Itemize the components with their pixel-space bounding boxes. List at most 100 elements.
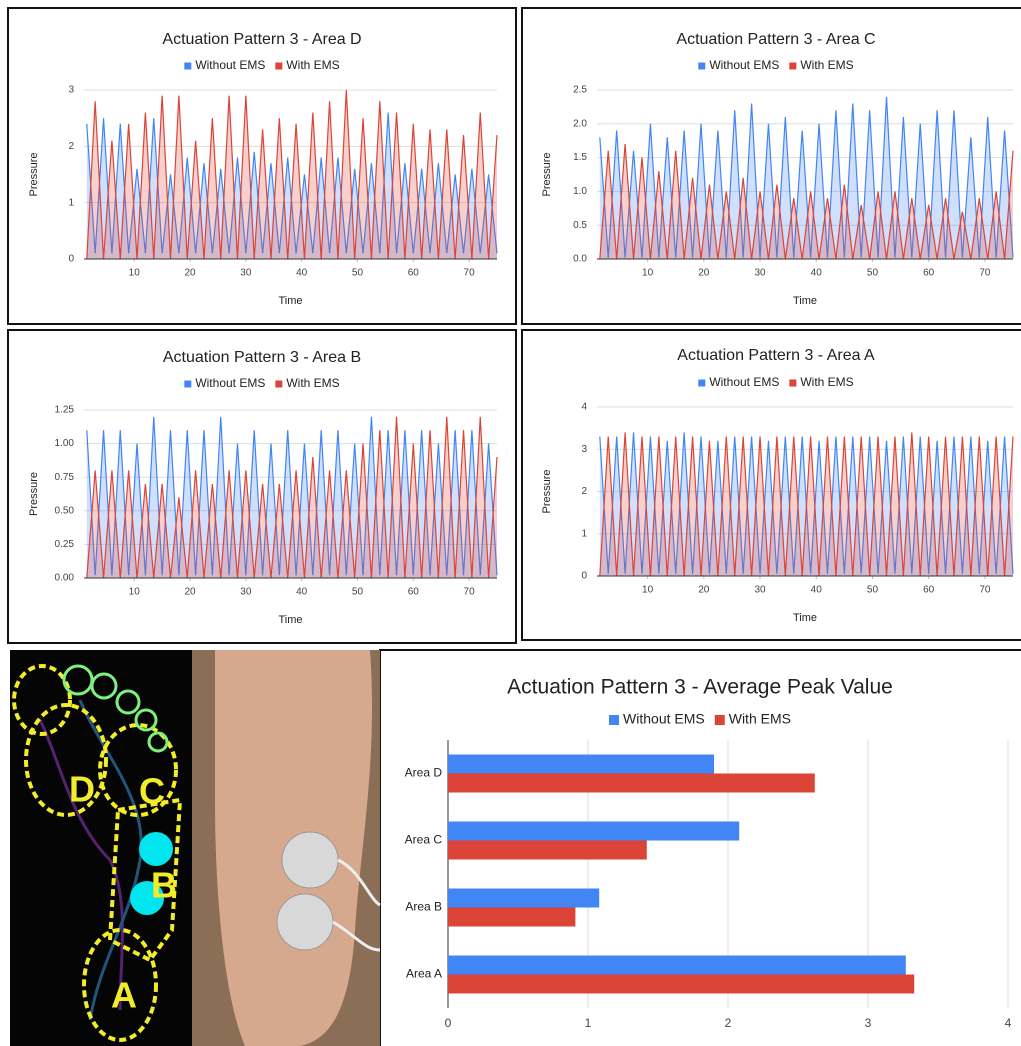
electrode-pad (282, 832, 338, 888)
x-tick-label: 10 (129, 587, 141, 598)
y-tick-label: 3 (68, 85, 74, 96)
x-axis-label: Time (793, 295, 817, 307)
x-tick-label: 40 (296, 268, 308, 279)
x-tick-label: 4 (1005, 1016, 1012, 1030)
y-tick-label: 0 (581, 571, 587, 582)
y-tick-label: 1.00 (55, 438, 75, 449)
x-tick-label: 60 (408, 268, 420, 279)
y-tick-label: 0.25 (55, 539, 75, 550)
y-tick-label: Area B (405, 900, 442, 914)
legend-label: Without EMS (195, 376, 265, 390)
x-tick-label: 70 (464, 268, 476, 279)
y-tick-label: 1.25 (55, 405, 75, 416)
legend: Without EMS With EMS (609, 711, 791, 727)
y-tick-label: 0 (68, 254, 74, 265)
legend-label: Without EMS (709, 58, 779, 72)
y-tick-label: 0.00 (55, 573, 75, 584)
x-tick-label: 70 (979, 268, 991, 279)
bar (448, 956, 906, 975)
y-axis-label: Pressure (541, 469, 553, 513)
x-tick-label: 60 (923, 268, 935, 279)
x-tick-label: 60 (923, 585, 935, 596)
legend: Without EMSWith EMS (184, 58, 339, 72)
x-axis-label: Time (278, 295, 302, 307)
x-tick-label: 70 (464, 587, 476, 598)
x-tick-label: 10 (642, 268, 654, 279)
legend-swatch (275, 63, 282, 70)
area-label: D (69, 769, 95, 810)
legend-swatch (184, 63, 191, 70)
y-tick-label: 1 (581, 528, 587, 539)
area-label: A (111, 975, 137, 1016)
area (87, 90, 497, 259)
x-tick-label: 10 (129, 268, 141, 279)
legend-label: Without EMS (709, 375, 779, 389)
x-tick-label: 50 (867, 268, 879, 279)
bar (448, 822, 739, 841)
x-tick-label: 20 (184, 587, 196, 598)
y-tick-label: 1 (68, 197, 74, 208)
x-tick-label: 60 (408, 587, 420, 598)
x-tick-label: 3 (865, 1016, 872, 1030)
pressure-map-image: D C B A (10, 650, 192, 1046)
legend-swatch (789, 380, 796, 387)
x-axis-label: Time (278, 614, 302, 626)
legend-swatch (698, 380, 705, 387)
legend-label: Without EMS (195, 58, 265, 72)
chart-title: Actuation Pattern 3 - Area C (676, 31, 875, 48)
electrode-pad (277, 894, 333, 950)
figure: D C B A Actuation Pattern 3 - Area D With… (0, 0, 1021, 1046)
legend-swatch (275, 381, 282, 388)
area-label: B (151, 865, 177, 906)
bar (448, 908, 575, 927)
x-axis-label: Time (793, 612, 817, 624)
x-tick-label: 40 (811, 268, 823, 279)
y-tick-label: 2 (68, 141, 74, 152)
x-tick-label: 30 (754, 268, 766, 279)
y-tick-label: 0.75 (55, 472, 75, 483)
x-tick-label: 50 (352, 587, 364, 598)
chart-title: Actuation Pattern 3 - Area D (162, 31, 361, 48)
legend-label: With EMS (800, 58, 853, 72)
bar (448, 889, 599, 908)
y-axis-label: Pressure (28, 472, 40, 516)
bar (448, 841, 647, 860)
x-tick-label: 0 (445, 1016, 452, 1030)
electrode-dot (139, 832, 173, 866)
x-tick-label: 20 (698, 268, 710, 279)
y-tick-label: 1.5 (573, 152, 587, 163)
chart-title: Actuation Pattern 3 - Area B (163, 349, 361, 366)
legend-swatch (184, 381, 191, 388)
legend-swatch (789, 63, 796, 70)
area-label: C (139, 771, 165, 812)
x-tick-label: 1 (585, 1016, 592, 1030)
legend: Without EMSWith EMS (184, 376, 339, 390)
y-tick-label: 0.0 (573, 254, 587, 265)
foot-photo (192, 650, 380, 1046)
y-tick-label: 0.5 (573, 220, 587, 231)
chart-title: Actuation Pattern 3 - Average Peak Value (507, 676, 893, 699)
y-tick-label: 4 (581, 402, 587, 413)
legend-swatch (698, 63, 705, 70)
legend-label: With EMS (729, 711, 791, 727)
legend: Without EMS With EMS (698, 375, 853, 389)
x-tick-label: 30 (754, 585, 766, 596)
y-tick-label: 2.0 (573, 118, 587, 129)
y-tick-label: 3 (581, 444, 587, 455)
legend-label: Without EMS (623, 711, 705, 727)
x-tick-label: 50 (867, 585, 879, 596)
y-tick-label: Area A (406, 967, 442, 981)
x-tick-label: 40 (296, 587, 308, 598)
legend-label: With EMS (800, 375, 853, 389)
x-tick-label: 40 (811, 585, 823, 596)
bar (448, 975, 914, 994)
x-tick-label: 10 (642, 585, 654, 596)
y-tick-label: Area D (405, 766, 443, 780)
x-tick-label: 2 (725, 1016, 732, 1030)
x-tick-label: 20 (698, 585, 710, 596)
x-tick-label: 30 (240, 268, 252, 279)
y-axis-label: Pressure (541, 152, 553, 196)
bar (448, 774, 815, 793)
x-tick-label: 20 (184, 268, 196, 279)
y-tick-label: Area C (405, 833, 443, 847)
